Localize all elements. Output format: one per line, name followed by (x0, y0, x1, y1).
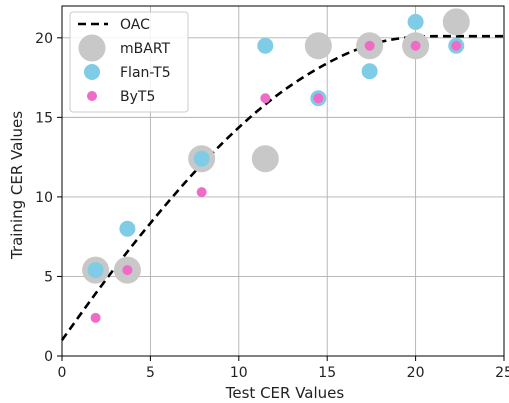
x-tick-label: 20 (407, 365, 425, 381)
byt5-point (451, 40, 462, 51)
y-tick-label: 0 (44, 349, 53, 365)
legend-label-mbart: mBART (120, 41, 171, 57)
mbart-point (442, 8, 470, 36)
flan-t5-point (193, 150, 210, 167)
byt5-point (122, 265, 133, 276)
byt5-point (410, 40, 421, 51)
legend-label-byt5: ByT5 (120, 89, 155, 105)
x-tick-label: 25 (495, 365, 509, 381)
x-tick-label: 15 (318, 365, 336, 381)
y-tick-label: 15 (35, 110, 53, 126)
oac-curve-layer (60, 34, 504, 341)
x-tick-label: 5 (146, 365, 155, 381)
y-axis-label: Training CER Values (8, 111, 26, 260)
byt5-point (196, 187, 207, 198)
x-tick-label: 0 (58, 365, 67, 381)
plot-frame (61, 5, 505, 357)
x-axis-label: Test CER Values (225, 384, 345, 402)
byt5-point (90, 312, 101, 323)
legend-label-flan-t5: Flan-T5 (120, 65, 171, 81)
mbart-point (304, 32, 332, 60)
byt5-point (260, 93, 271, 104)
legend-label-oac: OAC (120, 17, 150, 33)
y-tick-label: 20 (35, 31, 53, 47)
legend: OAC mBART Flan-T5 ByT5 (69, 11, 189, 113)
flan-t5-point (257, 37, 274, 54)
tick-labels: 0 5 10 15 20 25 0 5 10 15 20 (35, 31, 509, 381)
flan-t5-point (361, 63, 378, 80)
y-tick-label: 5 (44, 269, 53, 285)
y-tick-label: 10 (35, 190, 53, 206)
byt5-point (313, 93, 324, 104)
markers-layer (82, 8, 470, 323)
legend-swatch-mbart (78, 34, 106, 62)
flan-t5-point (119, 220, 136, 237)
x-tick-label: 10 (230, 365, 248, 381)
flan-t5-point (87, 262, 104, 279)
byt5-point (364, 40, 375, 51)
flan-t5-point (407, 13, 424, 30)
legend-swatch-byt5 (87, 91, 97, 101)
mbart-point (251, 145, 279, 173)
legend-swatch-flan-t5 (84, 64, 100, 80)
axes (57, 5, 505, 361)
oac-line (60, 34, 504, 341)
